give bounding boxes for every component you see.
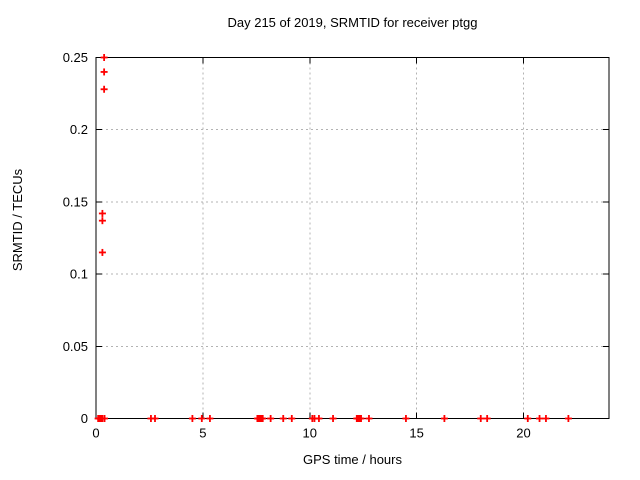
y-tick-label-0.1: 0.1 xyxy=(70,267,88,282)
chart-title: Day 215 of 2019, SRMTID for receiver ptg… xyxy=(227,15,478,30)
x-axis-label: GPS time / hours xyxy=(303,452,402,467)
x-tick-label-20: 20 xyxy=(516,426,530,441)
y-tick-label-0: 0 xyxy=(81,411,88,426)
x-tick-label-10: 10 xyxy=(303,426,317,441)
x-tick-label-0: 0 xyxy=(92,426,99,441)
x-tick-label-5: 5 xyxy=(199,426,206,441)
plot-border xyxy=(95,57,610,419)
y-tick-label-0.15: 0.15 xyxy=(63,194,88,209)
y-tick-label-0.2: 0.2 xyxy=(70,122,88,137)
y-tick-label-0.25: 0.25 xyxy=(63,50,88,65)
y-tick-label-0.05: 0.05 xyxy=(63,339,88,354)
x-tick-label-15: 15 xyxy=(409,426,423,441)
